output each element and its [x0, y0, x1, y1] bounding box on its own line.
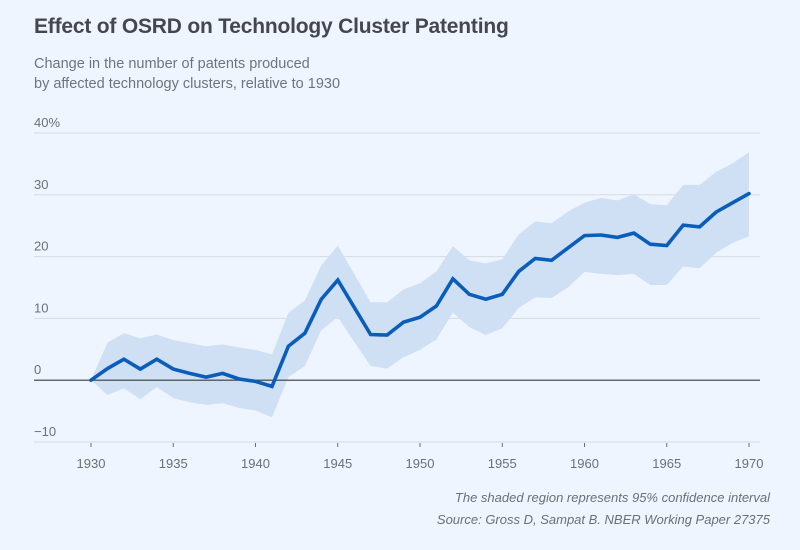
x-tick-label: 1945: [323, 456, 352, 471]
chart-title: Effect of OSRD on Technology Cluster Pat…: [34, 15, 509, 38]
y-tick-label: −10: [34, 424, 56, 439]
x-tick-label: 1970: [735, 456, 764, 471]
x-tick-label: 1955: [488, 456, 517, 471]
subtitle-line-2: by affected technology clusters, relativ…: [34, 76, 341, 92]
x-tick-label: 1960: [570, 456, 599, 471]
y-tick-label: 0: [34, 362, 41, 377]
confidence-band: [91, 152, 749, 418]
x-axis-ticks: 1930 1935 1940 1945 1950 1955 1960 1965 1970: [77, 443, 764, 471]
x-tick-label: 1935: [159, 456, 188, 471]
x-tick-label: 1965: [652, 456, 681, 471]
y-axis-ticks: −10 0 10 20 30 40%: [34, 115, 60, 439]
chart-subtitle: Change in the number of patents produced…: [34, 54, 340, 94]
estimate-line-layer: [89, 191, 751, 389]
x-tick-label: 1950: [406, 456, 435, 471]
y-tick-label: 30: [34, 177, 48, 192]
confidence-band-layer: [91, 152, 749, 418]
y-tick-label: 40%: [34, 115, 60, 130]
x-tick-label: 1940: [241, 456, 270, 471]
y-tick-label: 20: [34, 239, 48, 254]
source-note: Source: Gross D, Sampat B. NBER Working …: [436, 512, 770, 527]
subtitle-line-1: Change in the number of patents produced: [34, 56, 310, 72]
y-tick-label: 10: [34, 300, 48, 315]
confidence-note: The shaded region represents 95% confide…: [454, 490, 770, 505]
x-tick-label: 1930: [77, 456, 106, 471]
